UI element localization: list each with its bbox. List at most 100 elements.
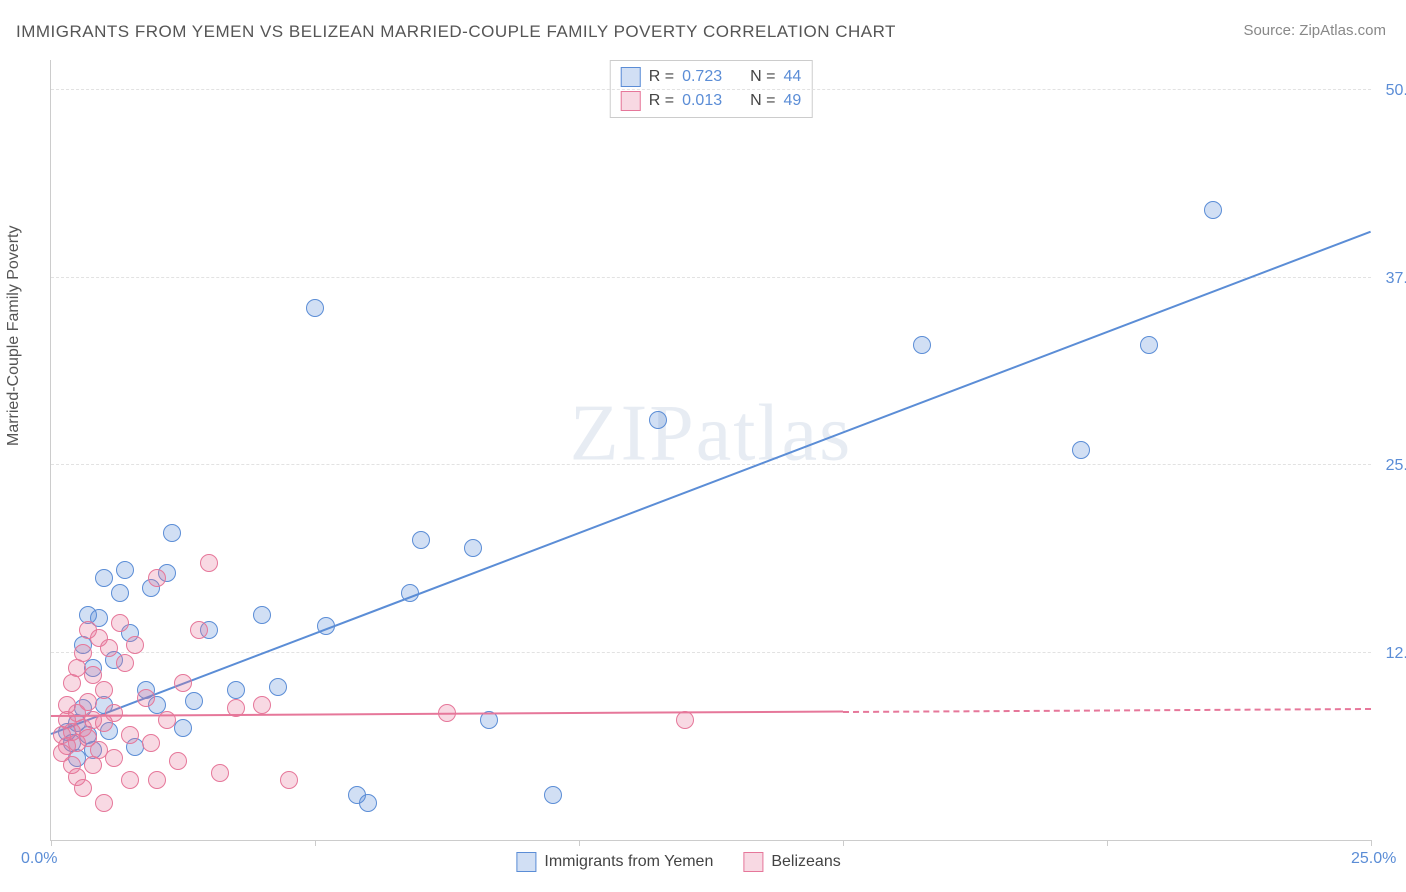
data-point bbox=[95, 794, 113, 812]
data-point bbox=[464, 539, 482, 557]
data-point bbox=[58, 737, 76, 755]
data-point bbox=[63, 734, 81, 752]
plot-area: ZIPatlas R =0.723N =44R =0.013N =49 Immi… bbox=[50, 60, 1371, 841]
data-point bbox=[348, 786, 366, 804]
x-tick-label: 25.0% bbox=[1351, 850, 1396, 868]
data-point bbox=[105, 651, 123, 669]
data-point bbox=[126, 738, 144, 756]
gridline bbox=[51, 652, 1371, 653]
data-point bbox=[84, 756, 102, 774]
data-point bbox=[95, 681, 113, 699]
x-tick bbox=[1371, 840, 1372, 846]
legend-N-label: N = bbox=[750, 92, 775, 110]
y-axis-label: Married-Couple Family Poverty bbox=[5, 225, 23, 446]
x-tick bbox=[1107, 840, 1108, 846]
y-tick-label: 50.0% bbox=[1386, 82, 1406, 100]
data-point bbox=[100, 639, 118, 657]
legend-series-name: Immigrants from Yemen bbox=[544, 853, 713, 871]
data-point bbox=[913, 336, 931, 354]
data-point bbox=[90, 629, 108, 647]
data-point bbox=[1072, 441, 1090, 459]
data-point bbox=[148, 696, 166, 714]
gridline bbox=[51, 464, 1371, 465]
legend-N-value: 44 bbox=[783, 68, 801, 86]
data-point bbox=[649, 411, 667, 429]
y-tick-label: 37.5% bbox=[1386, 270, 1406, 288]
data-point bbox=[68, 704, 86, 722]
data-point bbox=[1204, 201, 1222, 219]
source-label: Source: ZipAtlas.com bbox=[1243, 22, 1386, 39]
data-point bbox=[211, 764, 229, 782]
data-point bbox=[158, 564, 176, 582]
legend-swatch bbox=[621, 91, 641, 111]
data-point bbox=[63, 756, 81, 774]
data-point bbox=[79, 606, 97, 624]
data-point bbox=[200, 554, 218, 572]
y-tick-label: 12.5% bbox=[1386, 645, 1406, 663]
y-tick-label: 25.0% bbox=[1386, 457, 1406, 475]
data-point bbox=[68, 749, 86, 767]
data-point bbox=[269, 678, 287, 696]
data-point bbox=[90, 609, 108, 627]
legend-R-label: R = bbox=[649, 68, 674, 86]
chart-title: IMMIGRANTS FROM YEMEN VS BELIZEAN MARRIE… bbox=[16, 22, 896, 42]
data-point bbox=[148, 569, 166, 587]
legend-swatch bbox=[516, 852, 536, 872]
data-point bbox=[90, 741, 108, 759]
legend-swatch bbox=[743, 852, 763, 872]
data-point bbox=[121, 726, 139, 744]
data-point bbox=[68, 659, 86, 677]
trend-line bbox=[51, 711, 843, 717]
data-point bbox=[142, 579, 160, 597]
data-point bbox=[84, 659, 102, 677]
chart-container: IMMIGRANTS FROM YEMEN VS BELIZEAN MARRIE… bbox=[0, 0, 1406, 892]
x-tick bbox=[51, 840, 52, 846]
data-point bbox=[116, 561, 134, 579]
data-point bbox=[68, 734, 86, 752]
data-point bbox=[227, 681, 245, 699]
gridline bbox=[51, 89, 1371, 90]
data-point bbox=[121, 624, 139, 642]
x-tick bbox=[843, 840, 844, 846]
legend-stat-row: R = 0.723 N = 44 bbox=[621, 65, 802, 89]
data-point bbox=[105, 749, 123, 767]
legend-series: Immigrants from Yemen Belizeans bbox=[516, 852, 840, 872]
legend-N-value: 49 bbox=[783, 92, 801, 110]
data-point bbox=[200, 621, 218, 639]
data-point bbox=[74, 644, 92, 662]
x-tick bbox=[315, 840, 316, 846]
data-point bbox=[79, 621, 97, 639]
legend-R-value: 0.013 bbox=[682, 92, 722, 110]
data-point bbox=[63, 674, 81, 692]
gridline bbox=[51, 277, 1371, 278]
data-point bbox=[544, 786, 562, 804]
data-point bbox=[190, 621, 208, 639]
x-tick-label: 0.0% bbox=[21, 850, 57, 868]
trend-line bbox=[51, 231, 1372, 735]
data-point bbox=[79, 693, 97, 711]
x-tick bbox=[579, 840, 580, 846]
legend-R-value: 0.723 bbox=[682, 68, 722, 86]
legend-N-label: N = bbox=[750, 68, 775, 86]
legend-R-label: R = bbox=[649, 92, 674, 110]
legend-series-name: Belizeans bbox=[771, 853, 840, 871]
data-point bbox=[148, 771, 166, 789]
data-point bbox=[74, 779, 92, 797]
data-point bbox=[306, 299, 324, 317]
data-point bbox=[58, 696, 76, 714]
data-point bbox=[111, 614, 129, 632]
legend-item: Belizeans bbox=[743, 852, 840, 872]
data-point bbox=[142, 734, 160, 752]
data-point bbox=[111, 584, 129, 602]
data-point bbox=[676, 711, 694, 729]
data-point bbox=[79, 729, 97, 747]
data-point bbox=[253, 696, 271, 714]
data-point bbox=[412, 531, 430, 549]
legend-swatch bbox=[621, 67, 641, 87]
watermark: ZIPatlas bbox=[570, 389, 853, 480]
data-point bbox=[95, 569, 113, 587]
data-point bbox=[100, 722, 118, 740]
data-point bbox=[79, 726, 97, 744]
data-point bbox=[280, 771, 298, 789]
data-point bbox=[174, 719, 192, 737]
